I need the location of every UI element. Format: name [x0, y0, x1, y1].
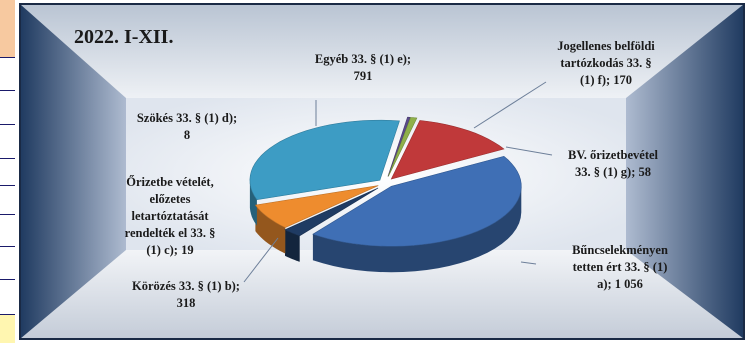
strip-cell — [0, 58, 15, 91]
pie-chart: 2022. I-XII. Bűncselekményen tetten ért 33… — [16, 0, 748, 343]
pie-slice-side — [255, 205, 286, 254]
slice-label: Bűncselekményen tetten ért 33. § (1) a); 1… — [572, 243, 668, 291]
pie-slice — [387, 116, 411, 177]
strip-cell — [0, 315, 15, 343]
strip-cell — [0, 125, 15, 159]
leader-line — [243, 237, 279, 283]
strip-cell — [0, 91, 15, 125]
left-table-strip — [0, 0, 17, 343]
chart-frame: 2022. I-XII. Bűncselekményen tetten ért 33… — [16, 0, 748, 343]
slice-label: Őrizetbe vételét, előzetes letartóztatását… — [125, 174, 216, 257]
slice-label: Egyéb 33. § (1) e); 791 — [315, 52, 411, 83]
pie-slice — [254, 185, 379, 228]
pie-slice-side — [285, 229, 300, 262]
strip-cell — [0, 280, 15, 315]
slice-label: BV. őrizetbevétel 33. § (1) g); 58 — [568, 148, 659, 179]
slice-label: Jogellenes belföldi tartózkodás 33. § (1) … — [557, 39, 655, 87]
strip-cell — [0, 247, 15, 280]
strip-cell — [0, 215, 15, 247]
pie-slice — [284, 187, 379, 237]
slice-label: Körözés 33. § (1) b); 318 — [132, 279, 240, 310]
pie-slice — [249, 119, 400, 201]
leader-line — [520, 261, 537, 265]
chart-title: 2022. I-XII. — [74, 26, 173, 48]
leader-line — [473, 81, 547, 129]
pie-slice-side — [312, 186, 522, 273]
strip-cell — [0, 0, 15, 58]
slice-label: Szökés 33. § (1) d); 8 — [137, 111, 237, 142]
strip-cell — [0, 159, 15, 186]
pie-slice-side — [249, 180, 257, 226]
leader-line — [505, 146, 553, 156]
pie-slice — [390, 120, 505, 180]
pie-slice — [388, 117, 418, 177]
pie-slice — [312, 155, 522, 247]
strip-cell — [0, 186, 15, 215]
